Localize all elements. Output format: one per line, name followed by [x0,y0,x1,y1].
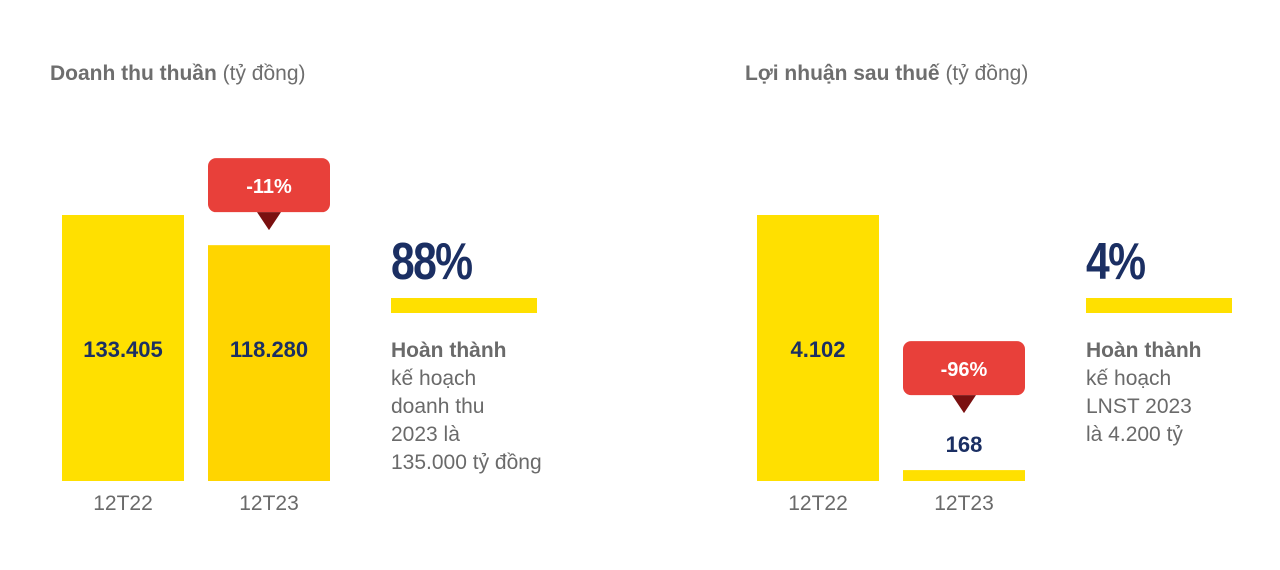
profit-bar-12t22 [757,215,879,481]
revenue-category-label: 12T22 [93,492,153,515]
profit-desc-line: kế hoạch [1086,367,1172,390]
profit-callout-pointer [952,395,976,414]
revenue-bar-12t23 [208,245,330,481]
profit-title: Lợi nhuận sau thuế (tỷ đồng) [745,62,1028,86]
revenue-panel: Doanh thu thuần (tỷ đồng) 133.405 12T22 11… [50,62,542,515]
revenue-completion: 88% Hoàn thành kế hoạch doanh thu 2023 l… [391,236,542,477]
profit-panel: Lợi nhuận sau thuế (tỷ đồng) 4.102 12T22 1… [695,0,1280,570]
profit-category-label: 12T23 [934,492,994,515]
revenue-title-bold: Doanh thu thuần [50,62,217,85]
revenue-desc-line: 2023 là [391,423,460,446]
revenue-value-label: 118.280 [230,337,308,362]
revenue-title-unit: (tỷ đồng) [216,62,306,85]
profit-change-callout [903,341,1025,396]
revenue-category-label: 12T23 [239,492,299,515]
revenue-plan-description: kế hoạch doanh thu 2023 là 135.000 tỷ đồ… [391,365,542,477]
revenue-value-label: 133.405 [83,337,163,362]
profit-plan-description: kế hoạch LNST 2023 là 4.200 tỷ [1086,365,1232,449]
profit-value-label: 4.102 [790,337,845,362]
profit-change-callout-text: -96% [941,359,988,381]
profit-bar-12t23 [903,470,1025,481]
profit-completion-underline [1086,298,1232,313]
revenue-desc-line: doanh thu [391,395,485,418]
revenue-desc-line: 135.000 tỷ đồng [391,451,542,474]
revenue-desc-line: kế hoạch [391,367,477,390]
profit-desc-line: LNST 2023 [1086,395,1192,418]
profit-bar-chart: 4.102 12T22 168 12T23 -96% [757,215,1025,515]
profit-desc-line: là 4.200 tỷ [1086,423,1183,446]
revenue-callout-pointer [257,212,281,231]
profit-title-bold: Lợi nhuận sau thuế [745,62,940,85]
revenue-change-callout-text: -11% [246,176,292,198]
revenue-completion-percent: 88% [391,233,473,291]
revenue-done-label: Hoàn thành [391,339,507,362]
revenue-bar-chart: 133.405 12T22 118.280 12T23 -11% [62,158,330,515]
revenue-bar-12t22 [62,215,184,481]
profit-value-label: 168 [946,432,983,457]
profit-title-unit: (tỷ đồng) [939,62,1029,85]
profit-category-label: 12T22 [788,492,848,515]
profit-completion: 4% Hoàn thành kế hoạch LNST 2023 là 4.20… [1086,236,1232,449]
profit-completion-percent: 4% [1086,233,1146,291]
profit-done-label: Hoàn thành [1086,339,1202,362]
revenue-change-callout [208,158,330,213]
revenue-completion-underline [391,298,537,313]
revenue-title: Doanh thu thuần (tỷ đồng) [50,62,306,86]
